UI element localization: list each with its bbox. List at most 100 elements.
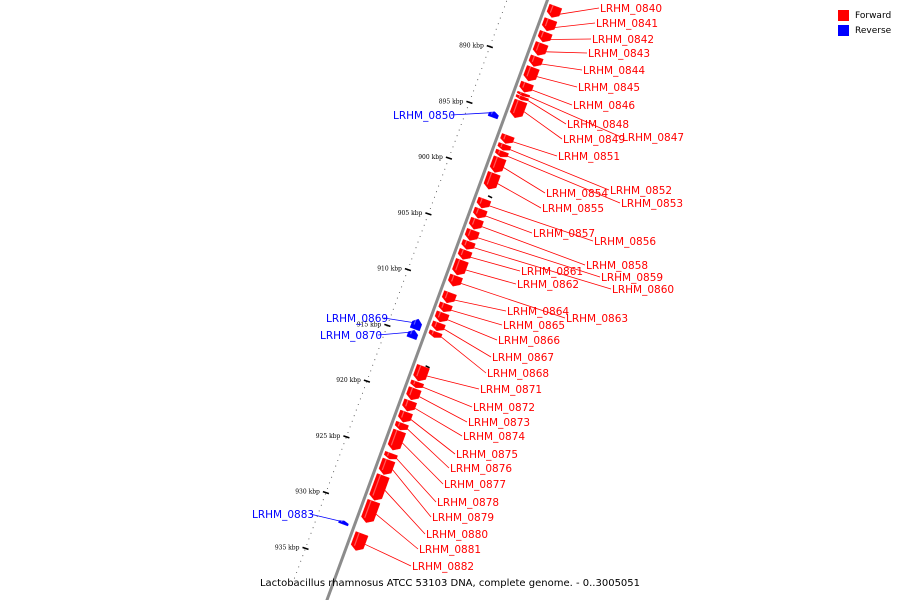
- gene-label-lrhm-0848[interactable]: LRHM_0848: [567, 119, 629, 131]
- gene-arrow-lrhm-0879[interactable]: [378, 457, 396, 475]
- gene-arrow-lrhm-0853[interactable]: [494, 148, 509, 158]
- gene-label-lrhm-0841[interactable]: LRHM_0841: [596, 18, 658, 30]
- gene-label-lrhm-0858[interactable]: LRHM_0858: [586, 260, 648, 272]
- gene-label-lrhm-0844[interactable]: LRHM_0844: [583, 65, 645, 77]
- gene-label-lrhm-0861[interactable]: LRHM_0861: [521, 266, 583, 278]
- gene-arrow-lrhm-0851[interactable]: [500, 133, 515, 144]
- gene-arrow-lrhm-0841[interactable]: [541, 17, 558, 32]
- gene-label-lrhm-0873[interactable]: LRHM_0873: [468, 417, 530, 429]
- gene-label-lrhm-0882[interactable]: LRHM_0882: [412, 561, 474, 573]
- gene-label-lrhm-0880[interactable]: LRHM_0880: [426, 529, 488, 541]
- gene-label-lrhm-0847[interactable]: LRHM_0847: [622, 132, 684, 144]
- gene-arrow-lrhm-0867[interactable]: [431, 320, 446, 332]
- gene-label-lrhm-0850[interactable]: LRHM_0850: [393, 110, 455, 122]
- ruler-minor-dot: [372, 364, 374, 366]
- gene-arrow-lrhm-0866[interactable]: [434, 310, 450, 323]
- gene-label-lrhm-0857[interactable]: LRHM_0857: [533, 228, 595, 240]
- gene-label-lrhm-0852[interactable]: LRHM_0852: [610, 185, 672, 197]
- ruler-minor-dot: [483, 62, 485, 64]
- gene-label-lrhm-0868[interactable]: LRHM_0868: [487, 368, 549, 380]
- gene-arrow-lrhm-0850[interactable]: [487, 111, 499, 120]
- gene-arrow-lrhm-0880[interactable]: [369, 473, 390, 501]
- gene-label-lrhm-0878[interactable]: LRHM_0878: [437, 497, 499, 509]
- gene-label-lrhm-0846[interactable]: LRHM_0846: [573, 100, 635, 112]
- gene-arrow-lrhm-0883[interactable]: [338, 520, 349, 527]
- gene-label-lrhm-0862[interactable]: LRHM_0862: [517, 279, 579, 291]
- gene-label-lrhm-0877[interactable]: LRHM_0877: [444, 479, 506, 491]
- gene-label-lrhm-0875[interactable]: LRHM_0875: [456, 449, 518, 461]
- gene-label-lrhm-0881[interactable]: LRHM_0881: [419, 544, 481, 556]
- gene-leader-line: [375, 513, 419, 550]
- gene-arrow-lrhm-0844[interactable]: [528, 54, 544, 67]
- gene-arrow-lrhm-0856[interactable]: [476, 196, 492, 209]
- gene-arrow-shade: [464, 240, 468, 246]
- gene-arrow-lrhm-0873[interactable]: [406, 386, 422, 401]
- gene-arrow-lrhm-0875[interactable]: [397, 409, 413, 423]
- ruler-minor-dot: [450, 151, 452, 154]
- gene-arrow-lrhm-0874[interactable]: [402, 398, 418, 412]
- gene-leader-line: [422, 386, 473, 408]
- gene-label-lrhm-0883[interactable]: LRHM_0883: [252, 509, 314, 521]
- gene-arrow-lrhm-0840[interactable]: [546, 3, 563, 18]
- gene-label-lrhm-0840[interactable]: LRHM_0840: [600, 3, 662, 15]
- gene-arrow-lrhm-0855[interactable]: [483, 171, 501, 190]
- gene-arrow-lrhm-0865[interactable]: [438, 301, 453, 313]
- gene-arrow-lrhm-0847[interactable]: [516, 90, 531, 98]
- gene-label-lrhm-0855[interactable]: LRHM_0855: [542, 203, 604, 215]
- gene-arrow-lrhm-0870[interactable]: [406, 329, 419, 341]
- gene-arrow-lrhm-0842[interactable]: [537, 30, 553, 43]
- gene-arrow-lrhm-0848[interactable]: [515, 94, 529, 102]
- gene-arrow-shade: [492, 156, 498, 168]
- gene-arrow-lrhm-0861[interactable]: [457, 248, 473, 260]
- gene-arrow-lrhm-0854[interactable]: [489, 155, 507, 173]
- gene-label-lrhm-0864[interactable]: LRHM_0864: [507, 306, 569, 318]
- gene-arrow-lrhm-0846[interactable]: [519, 80, 534, 93]
- gene-arrow-lrhm-0860[interactable]: [461, 239, 476, 250]
- gene-label-lrhm-0854[interactable]: LRHM_0854: [546, 188, 608, 200]
- gene-label-lrhm-0845[interactable]: LRHM_0845: [578, 82, 640, 94]
- gene-label-lrhm-0842[interactable]: LRHM_0842: [592, 34, 654, 46]
- gene-label-lrhm-0866[interactable]: LRHM_0866: [498, 335, 560, 347]
- gene-label-lrhm-0863[interactable]: LRHM_0863: [566, 313, 628, 325]
- gene-arrow-lrhm-0871[interactable]: [413, 363, 430, 382]
- gene-arrow-lrhm-0864[interactable]: [441, 290, 457, 304]
- gene-label-lrhm-0876[interactable]: LRHM_0876: [450, 463, 512, 475]
- gene-arrow-lrhm-0877[interactable]: [387, 428, 407, 451]
- gene-label-lrhm-0859[interactable]: LRHM_0859: [601, 272, 663, 284]
- gene-leader-line: [410, 419, 456, 455]
- gene-label-lrhm-0849[interactable]: LRHM_0849: [563, 134, 625, 146]
- gene-label-lrhm-0879[interactable]: LRHM_0879: [432, 512, 494, 524]
- gene-label-lrhm-0869[interactable]: LRHM_0869: [326, 313, 388, 325]
- gene-arrow-lrhm-0872[interactable]: [410, 379, 425, 388]
- gene-arrow-lrhm-0881[interactable]: [361, 498, 381, 523]
- gene-arrow-lrhm-0859[interactable]: [464, 227, 480, 241]
- gene-label-lrhm-0860[interactable]: LRHM_0860: [612, 284, 674, 296]
- gene-arrow-lrhm-0849[interactable]: [509, 98, 528, 119]
- gene-arrow-lrhm-0857[interactable]: [472, 206, 488, 219]
- gene-label-lrhm-0853[interactable]: LRHM_0853: [621, 198, 683, 210]
- gene-arrow-lrhm-0868[interactable]: [428, 329, 443, 338]
- ruler-minor-dot: [405, 275, 407, 277]
- gene-leader-line: [527, 100, 567, 125]
- gene-arrow-lrhm-0878[interactable]: [383, 450, 398, 460]
- gene-arrow-lrhm-0882[interactable]: [350, 531, 369, 551]
- gene-arrow-lrhm-0852[interactable]: [497, 142, 512, 151]
- gene-label-lrhm-0874[interactable]: LRHM_0874: [463, 431, 525, 443]
- gene-arrow-lrhm-0876[interactable]: [394, 420, 409, 431]
- gene-label-lrhm-0856[interactable]: LRHM_0856: [594, 236, 656, 248]
- gene-arrow-lrhm-0845[interactable]: [523, 65, 540, 82]
- gene-arrow-lrhm-0863[interactable]: [447, 273, 463, 287]
- gene-label-lrhm-0870[interactable]: LRHM_0870: [320, 330, 382, 342]
- gene-label-lrhm-0872[interactable]: LRHM_0872: [473, 402, 535, 414]
- gene-label-lrhm-0865[interactable]: LRHM_0865: [503, 320, 565, 332]
- gene-label-lrhm-0871[interactable]: LRHM_0871: [480, 384, 542, 396]
- gene-arrow-lrhm-0843[interactable]: [532, 41, 549, 56]
- gene-arrow-lrhm-0869[interactable]: [409, 318, 423, 332]
- gene-label-lrhm-0851[interactable]: LRHM_0851: [558, 151, 620, 163]
- gene-arrow-lrhm-0862[interactable]: [452, 258, 469, 276]
- gene-label-lrhm-0843[interactable]: LRHM_0843: [588, 48, 650, 60]
- ruler-minor-dot: [440, 179, 442, 182]
- gene-arrow-lrhm-0858[interactable]: [468, 216, 484, 230]
- gene-label-lrhm-0867[interactable]: LRHM_0867: [492, 352, 554, 364]
- gene-leader-line: [470, 256, 521, 272]
